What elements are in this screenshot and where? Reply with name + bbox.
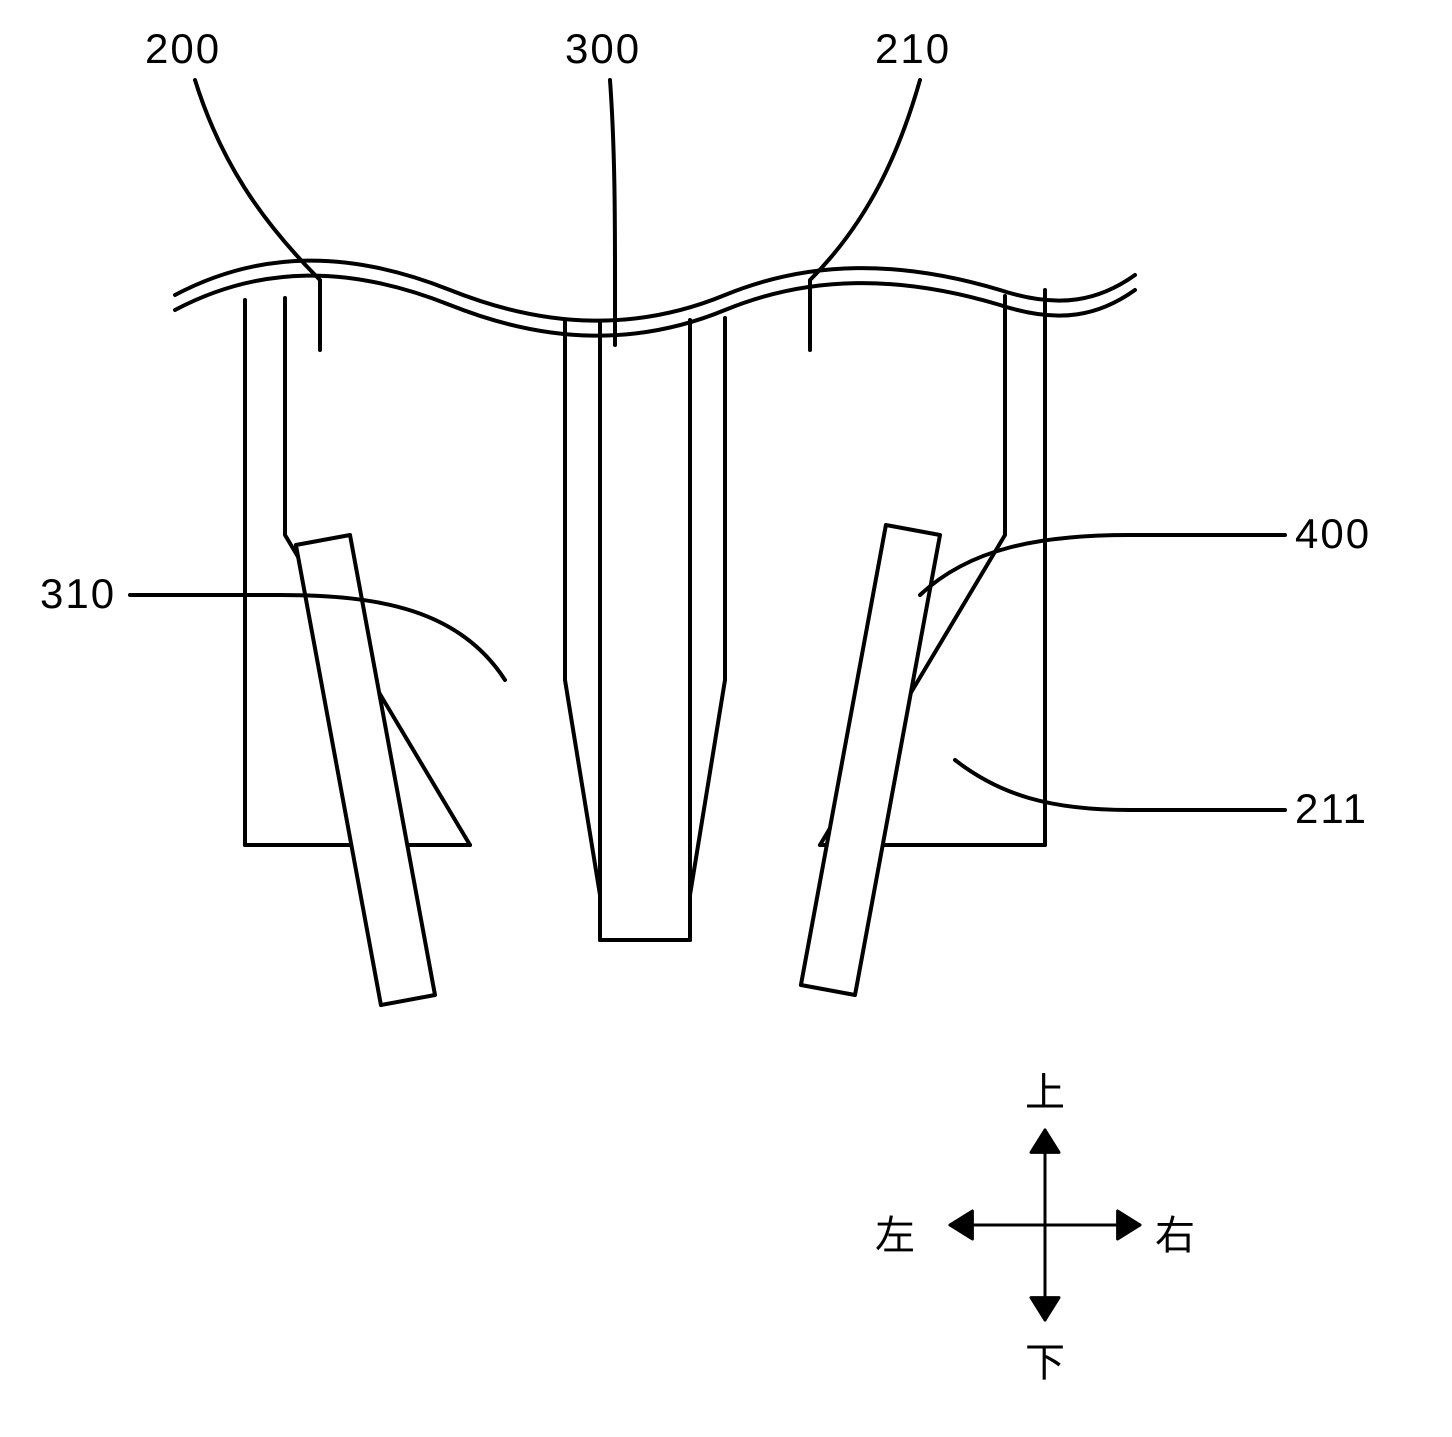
label-200: 200 <box>145 25 221 73</box>
label-310: 310 <box>40 570 116 618</box>
compass-label-up: 上 <box>1025 1060 1067 1118</box>
leader-300 <box>610 80 615 345</box>
label-400: 400 <box>1295 510 1371 558</box>
compass-label-down: 下 <box>1025 1330 1067 1388</box>
leader-200 <box>195 80 320 350</box>
patent-figure <box>0 0 1452 1437</box>
compass-label-right: 右 <box>1155 1203 1197 1261</box>
center-tube-300 <box>565 318 725 940</box>
compass-label-left: 左 <box>875 1203 917 1261</box>
label-210: 210 <box>875 25 951 73</box>
leader-211 <box>955 760 1285 810</box>
label-211: 211 <box>1295 785 1368 833</box>
label-300: 300 <box>565 25 641 73</box>
leader-210 <box>810 80 920 350</box>
slat-left-400 <box>296 535 435 1005</box>
direction-compass <box>950 1130 1140 1320</box>
